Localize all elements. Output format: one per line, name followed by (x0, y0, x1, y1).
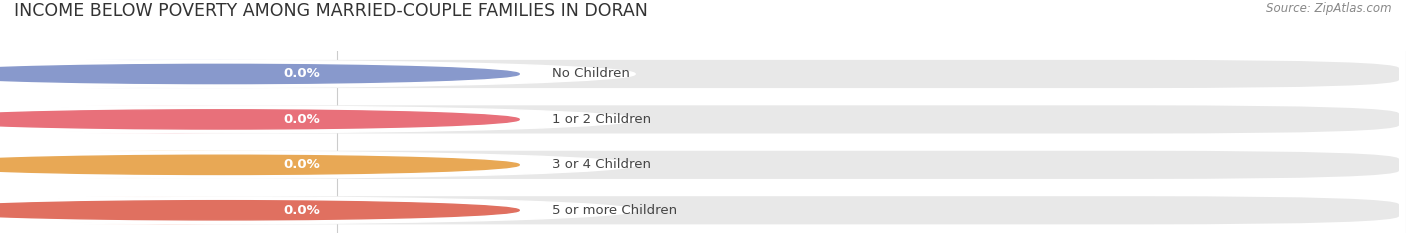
Circle shape (0, 197, 636, 224)
Circle shape (0, 155, 519, 175)
Circle shape (0, 61, 636, 87)
Text: No Children: No Children (553, 68, 630, 80)
Text: 0.0%: 0.0% (284, 204, 321, 217)
Circle shape (0, 151, 636, 178)
Circle shape (0, 106, 636, 133)
Text: 0.0%: 0.0% (284, 68, 321, 80)
FancyBboxPatch shape (14, 151, 337, 179)
Text: 3 or 4 Children: 3 or 4 Children (553, 158, 651, 171)
FancyBboxPatch shape (14, 60, 1399, 88)
Circle shape (0, 64, 519, 84)
FancyBboxPatch shape (14, 196, 1399, 224)
Circle shape (0, 201, 519, 220)
FancyBboxPatch shape (14, 105, 1399, 134)
Text: 0.0%: 0.0% (284, 158, 321, 171)
Text: 5 or more Children: 5 or more Children (553, 204, 678, 217)
FancyBboxPatch shape (14, 105, 337, 134)
Circle shape (0, 110, 519, 129)
Text: 1 or 2 Children: 1 or 2 Children (553, 113, 651, 126)
Text: 0.0%: 0.0% (284, 113, 321, 126)
FancyBboxPatch shape (14, 151, 1399, 179)
FancyBboxPatch shape (14, 196, 337, 224)
FancyBboxPatch shape (14, 60, 337, 88)
Text: Source: ZipAtlas.com: Source: ZipAtlas.com (1267, 2, 1392, 15)
Text: INCOME BELOW POVERTY AMONG MARRIED-COUPLE FAMILIES IN DORAN: INCOME BELOW POVERTY AMONG MARRIED-COUPL… (14, 2, 648, 20)
